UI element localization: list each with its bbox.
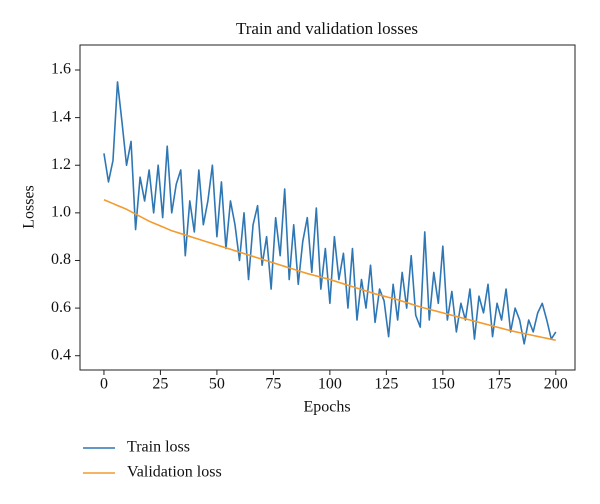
x-tick-label: 150 — [431, 376, 455, 393]
legend-label: Validation loss — [127, 464, 222, 481]
x-tick-label: 50 — [209, 376, 225, 393]
y-tick-label: 1.0 — [51, 204, 71, 221]
x-tick-label: 0 — [100, 376, 108, 393]
plot-frame — [79, 44, 576, 371]
y-tick-label: 1.2 — [51, 156, 71, 173]
x-tick-label: 100 — [318, 376, 342, 393]
chart-title: Train and validation losses — [236, 19, 418, 38]
x-tick-label: 75 — [265, 376, 281, 393]
y-tick-label: 0.8 — [51, 251, 71, 268]
x-tick-label: 25 — [152, 376, 168, 393]
x-tick-label: 175 — [487, 376, 511, 393]
x-axis-label: Epochs — [303, 399, 350, 416]
y-tick-label: 0.6 — [51, 299, 71, 316]
y-axis-label: Losses — [21, 185, 38, 229]
line-series — [103, 81, 557, 345]
y-tick-label: 1.6 — [51, 61, 71, 78]
legend-label: Train loss — [127, 439, 190, 456]
y-tick-label: 1.4 — [51, 108, 71, 125]
x-tick-label: 125 — [374, 376, 398, 393]
x-tick-label: 200 — [544, 376, 568, 393]
line-series — [103, 199, 556, 342]
y-tick-label: 0.4 — [51, 346, 71, 363]
